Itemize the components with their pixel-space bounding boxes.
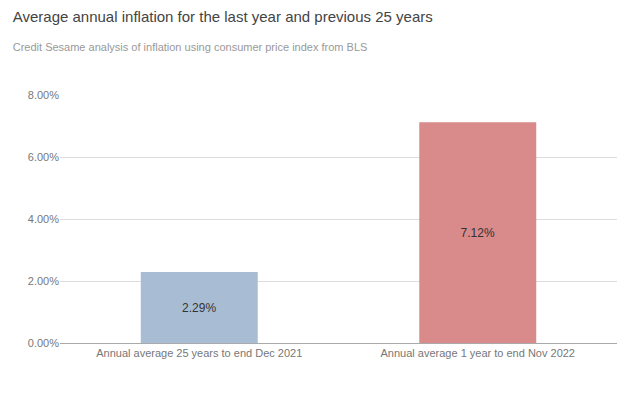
svg-text:8.00%: 8.00% xyxy=(28,89,59,101)
svg-text:2.29%: 2.29% xyxy=(182,301,216,315)
svg-text:0.00%: 0.00% xyxy=(28,337,59,349)
svg-text:Credit Sesame analysis of infl: Credit Sesame analysis of inflation usin… xyxy=(13,41,368,53)
svg-text:7.12%: 7.12% xyxy=(461,226,495,240)
svg-text:2.00%: 2.00% xyxy=(28,275,59,287)
svg-text:4.00%: 4.00% xyxy=(28,213,59,225)
svg-text:Annual average 1 year to end N: Annual average 1 year to end Nov 2022 xyxy=(381,347,575,359)
svg-text:Annual average 25 years to end: Annual average 25 years to end Dec 2021 xyxy=(96,347,302,359)
svg-text:Average annual inflation for t: Average annual inflation for the last ye… xyxy=(13,8,433,25)
svg-text:6.00%: 6.00% xyxy=(28,151,59,163)
